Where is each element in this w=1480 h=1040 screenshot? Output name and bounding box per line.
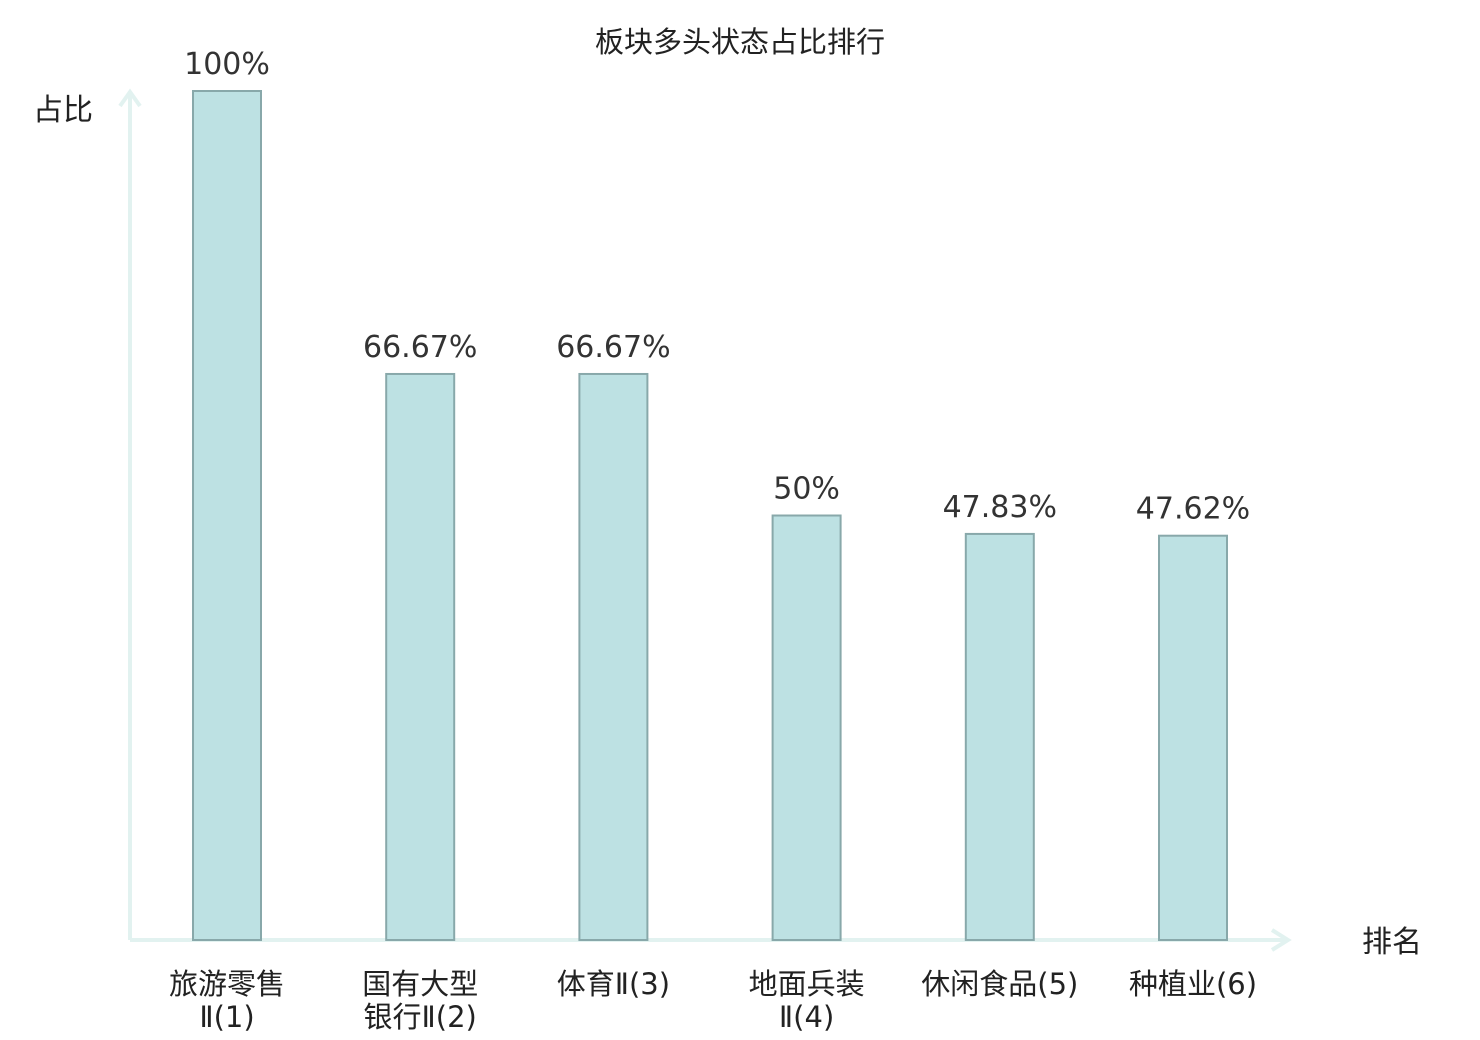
category-label: 休闲食品(5) <box>921 967 1078 1001</box>
bars-group <box>192 90 1228 942</box>
bar <box>192 90 262 941</box>
x-axis-arrow-icon <box>1270 928 1292 952</box>
category-labels-group: 旅游零售 Ⅱ(1) 国有大型银行Ⅱ(2) 体育Ⅱ(3) 地面兵装 Ⅱ(4) 休闲食品(5) 种… <box>169 967 1257 1034</box>
value-label: 47.62% <box>1136 492 1250 527</box>
bar <box>964 532 1035 941</box>
x-axis-label: 排名 <box>1362 925 1422 960</box>
bar <box>578 372 649 942</box>
bar <box>1158 534 1228 941</box>
value-label: 66.67% <box>556 330 670 365</box>
y-axis-label: 占比 <box>33 93 93 128</box>
category-label: 旅游零售 Ⅱ(1) <box>169 967 285 1034</box>
value-label: 100% <box>184 47 270 82</box>
value-labels-group: 100% 66.67% 66.67% 50% 47.83% 47.62% <box>184 47 1250 527</box>
category-label: 体育Ⅱ(3) <box>557 967 670 1001</box>
value-label: 47.83% <box>943 490 1057 525</box>
value-label: 66.67% <box>363 330 477 365</box>
category-label: 种植业(6) <box>1129 967 1257 1001</box>
chart-title: 板块多头状态占比排行 <box>595 25 885 59</box>
value-label: 50% <box>773 472 840 507</box>
bar <box>385 372 456 942</box>
category-label: 地面兵装 Ⅱ(4) <box>749 967 865 1034</box>
bar <box>771 514 842 941</box>
y-axis-arrow-icon <box>118 88 142 108</box>
category-label: 国有大型银行Ⅱ(2) <box>362 967 478 1034</box>
